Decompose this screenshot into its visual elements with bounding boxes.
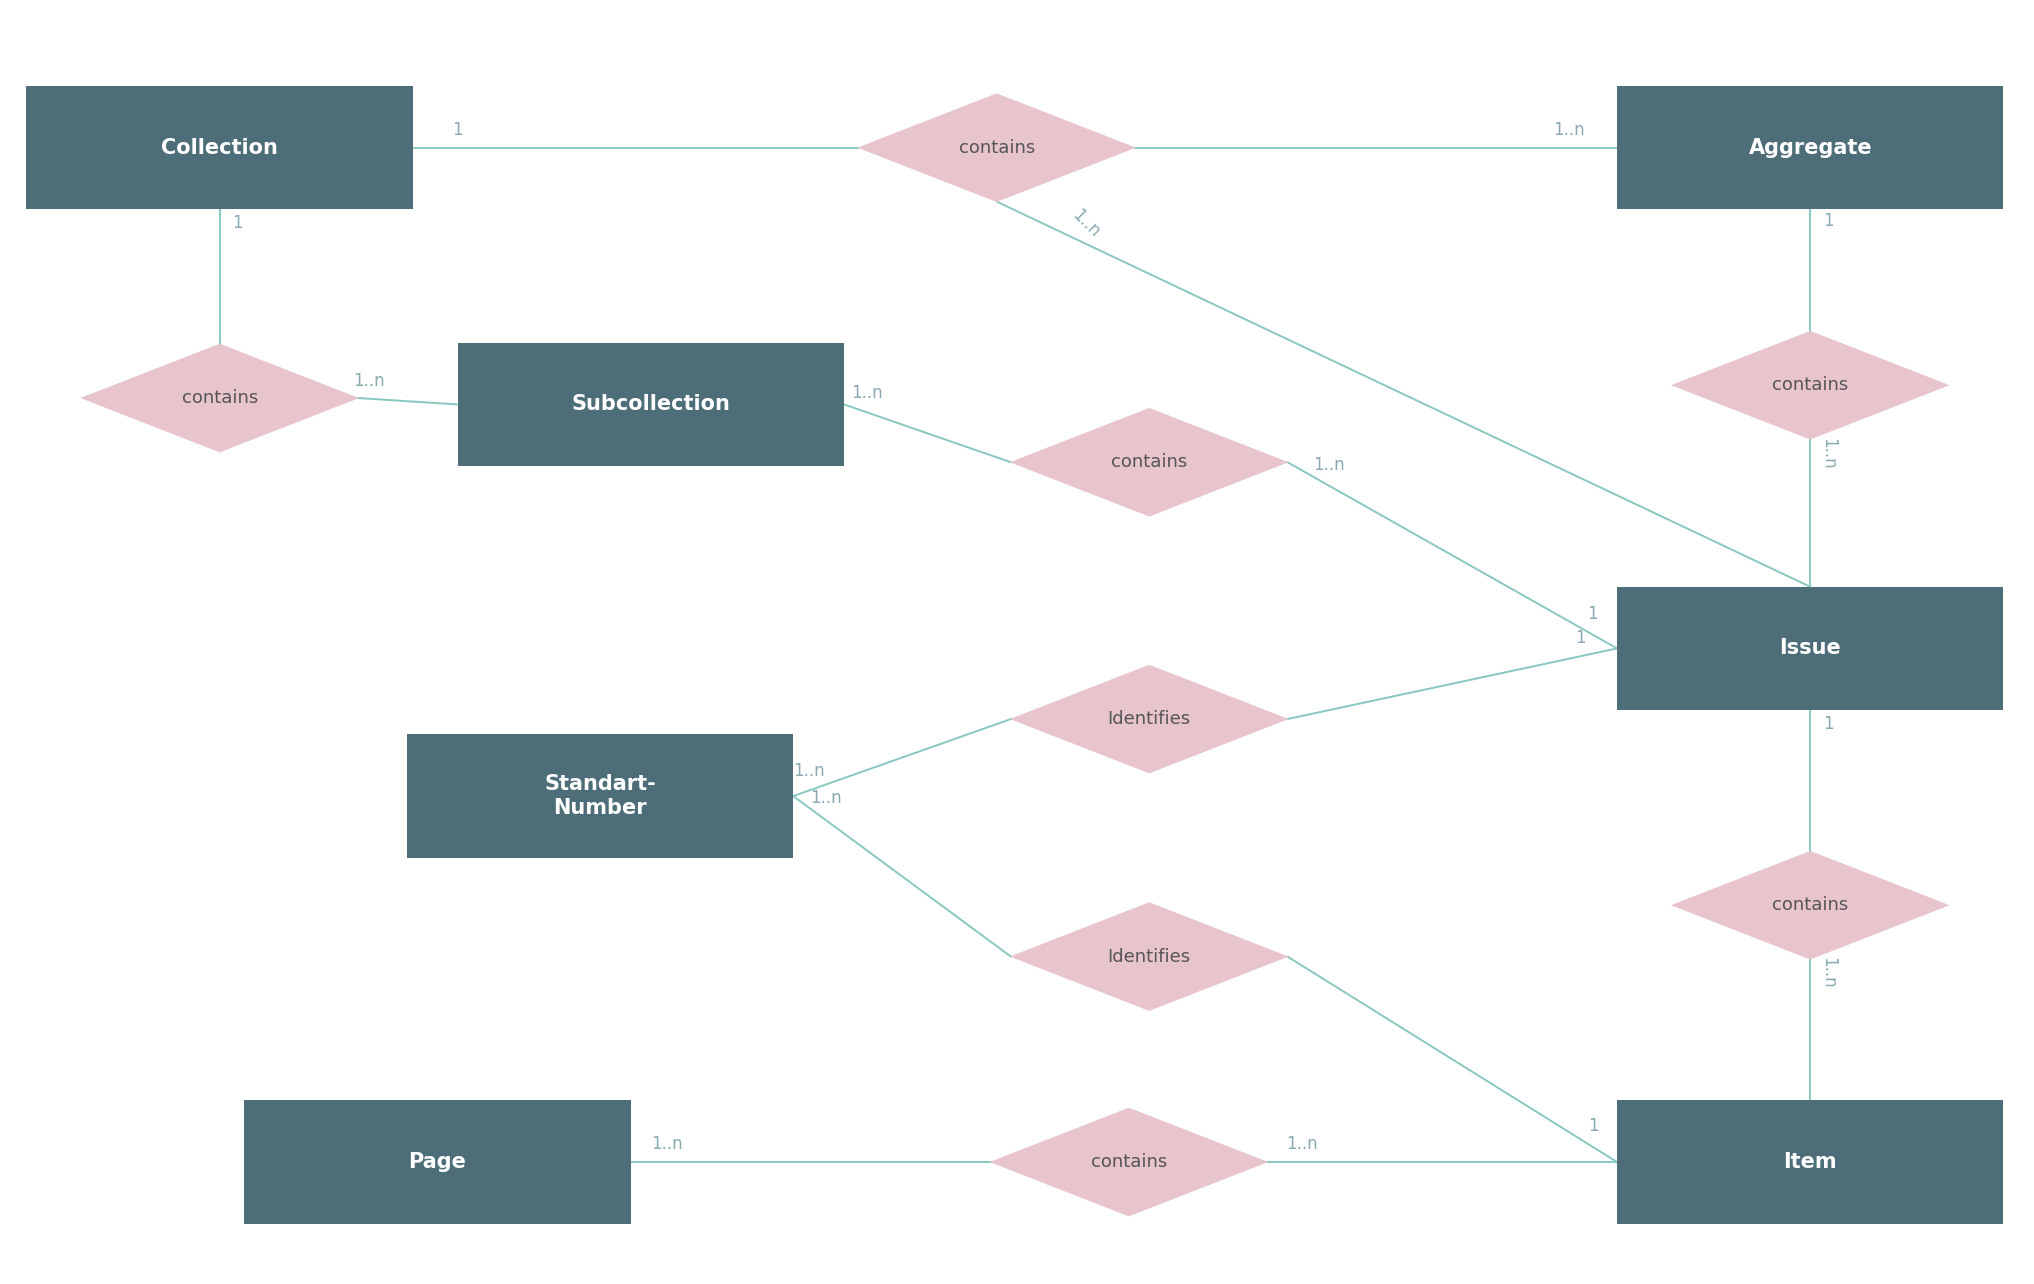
- Text: Item: Item: [1784, 1152, 1837, 1172]
- Text: Identifies: Identifies: [1109, 710, 1190, 728]
- FancyBboxPatch shape: [244, 1100, 631, 1224]
- FancyBboxPatch shape: [1617, 587, 2003, 710]
- Polygon shape: [1011, 408, 1288, 516]
- Text: 1: 1: [1822, 715, 1833, 733]
- Polygon shape: [858, 94, 1135, 202]
- Text: 1..n: 1..n: [1285, 1135, 1318, 1153]
- Text: Aggregate: Aggregate: [1749, 137, 1871, 158]
- FancyBboxPatch shape: [407, 734, 793, 858]
- Text: 1: 1: [1574, 629, 1587, 647]
- Text: Page: Page: [409, 1152, 466, 1172]
- Text: Standart-
Number: Standart- Number: [545, 774, 655, 818]
- Text: Identifies: Identifies: [1109, 948, 1190, 966]
- FancyBboxPatch shape: [458, 343, 844, 466]
- Text: 1..n: 1..n: [850, 384, 883, 402]
- Text: 1..n: 1..n: [1818, 958, 1837, 989]
- Text: contains: contains: [1772, 376, 1849, 394]
- Text: 1: 1: [452, 121, 464, 139]
- Polygon shape: [81, 344, 358, 452]
- Text: contains: contains: [958, 139, 1035, 157]
- Text: 1..n: 1..n: [1554, 121, 1584, 139]
- FancyBboxPatch shape: [26, 86, 413, 209]
- Polygon shape: [991, 1108, 1267, 1216]
- Text: 1..n: 1..n: [651, 1135, 681, 1153]
- Text: 1..n: 1..n: [354, 372, 384, 390]
- Text: 1: 1: [1589, 605, 1599, 623]
- Text: 1: 1: [232, 213, 242, 232]
- Text: contains: contains: [181, 389, 258, 407]
- Text: contains: contains: [1090, 1153, 1168, 1171]
- Polygon shape: [1672, 331, 1949, 439]
- Text: 1: 1: [1589, 1117, 1599, 1135]
- Text: 1..n: 1..n: [1068, 207, 1102, 241]
- Text: 1..n: 1..n: [1314, 456, 1344, 474]
- Text: Issue: Issue: [1780, 638, 1841, 659]
- Text: contains: contains: [1111, 453, 1188, 471]
- Polygon shape: [1672, 851, 1949, 959]
- Text: 1..n: 1..n: [793, 763, 826, 781]
- Text: 1..n: 1..n: [1818, 438, 1837, 470]
- Text: contains: contains: [1772, 896, 1849, 914]
- Polygon shape: [1011, 903, 1288, 1011]
- FancyBboxPatch shape: [1617, 1100, 2003, 1224]
- Text: Collection: Collection: [161, 137, 279, 158]
- FancyBboxPatch shape: [1617, 86, 2003, 209]
- Polygon shape: [1011, 665, 1288, 773]
- Text: 1..n: 1..n: [810, 788, 842, 806]
- Text: 1: 1: [1822, 212, 1833, 231]
- Text: Subcollection: Subcollection: [572, 394, 730, 415]
